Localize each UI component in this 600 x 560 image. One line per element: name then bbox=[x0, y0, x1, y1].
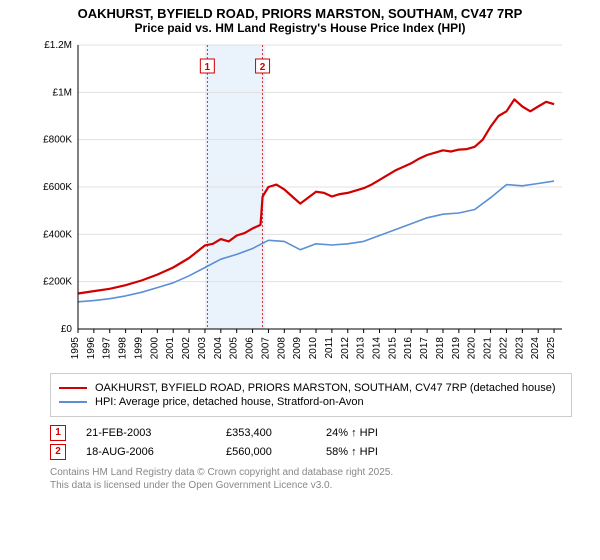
svg-text:2020: 2020 bbox=[467, 337, 478, 360]
legend-item: OAKHURST, BYFIELD ROAD, PRIORS MARSTON, … bbox=[59, 382, 563, 394]
svg-text:2010: 2010 bbox=[308, 337, 319, 360]
transaction-row: 1 21-FEB-2003£353,40024% ↑ HPI bbox=[50, 425, 572, 441]
legend-swatch bbox=[59, 387, 87, 389]
svg-text:£600K: £600K bbox=[43, 182, 72, 193]
svg-text:1999: 1999 bbox=[133, 337, 144, 360]
svg-text:2006: 2006 bbox=[245, 337, 256, 360]
svg-text:2001: 2001 bbox=[165, 337, 176, 360]
svg-text:£1.2M: £1.2M bbox=[44, 40, 72, 51]
legend-label: OAKHURST, BYFIELD ROAD, PRIORS MARSTON, … bbox=[95, 382, 556, 394]
line-chart: £0 £200K £400K £600K £800K £1M £1.2M 1 2 1995 1996… bbox=[30, 39, 570, 369]
svg-text:2007: 2007 bbox=[260, 337, 271, 360]
svg-text:2000: 2000 bbox=[149, 337, 160, 360]
footer-attribution: Contains HM Land Registry data © Crown c… bbox=[50, 466, 572, 492]
transaction-date: 21-FEB-2003 bbox=[86, 427, 226, 439]
chart-container: OAKHURST, BYFIELD ROAD, PRIORS MARSTON, … bbox=[0, 0, 600, 560]
transaction-marker: 1 bbox=[50, 425, 66, 441]
transaction-price: £560,000 bbox=[226, 446, 326, 458]
svg-text:2017: 2017 bbox=[419, 337, 430, 360]
svg-text:£400K: £400K bbox=[43, 229, 72, 240]
svg-text:£0: £0 bbox=[61, 324, 73, 335]
svg-text:2015: 2015 bbox=[387, 337, 398, 360]
transaction-diff: 24% ↑ HPI bbox=[326, 427, 446, 439]
svg-text:1995: 1995 bbox=[70, 337, 81, 360]
svg-text:2022: 2022 bbox=[498, 337, 509, 360]
transaction-row: 2 18-AUG-2006£560,00058% ↑ HPI bbox=[50, 444, 572, 460]
svg-text:£1M: £1M bbox=[53, 87, 72, 98]
svg-text:2025: 2025 bbox=[546, 337, 557, 360]
svg-text:2014: 2014 bbox=[372, 337, 383, 360]
svg-text:2: 2 bbox=[260, 62, 266, 73]
svg-text:2011: 2011 bbox=[324, 337, 335, 359]
footer-line1: Contains HM Land Registry data © Crown c… bbox=[50, 466, 572, 479]
svg-text:2012: 2012 bbox=[340, 337, 351, 360]
chart-title-line2: Price paid vs. HM Land Registry's House … bbox=[0, 21, 600, 39]
chart-title-line1: OAKHURST, BYFIELD ROAD, PRIORS MARSTON, … bbox=[0, 0, 600, 21]
legend-item: HPI: Average price, detached house, Stra… bbox=[59, 396, 563, 408]
svg-text:2004: 2004 bbox=[213, 337, 224, 360]
svg-text:£800K: £800K bbox=[43, 135, 72, 146]
svg-text:2009: 2009 bbox=[292, 337, 303, 360]
svg-text:2003: 2003 bbox=[197, 337, 208, 360]
transaction-marker: 2 bbox=[50, 444, 66, 460]
svg-text:2021: 2021 bbox=[483, 337, 494, 360]
svg-text:2019: 2019 bbox=[451, 337, 462, 360]
svg-text:2018: 2018 bbox=[435, 337, 446, 360]
svg-text:2005: 2005 bbox=[229, 337, 240, 360]
transaction-diff: 58% ↑ HPI bbox=[326, 446, 446, 458]
svg-text:£200K: £200K bbox=[43, 277, 72, 288]
transaction-price: £353,400 bbox=[226, 427, 326, 439]
transaction-date: 18-AUG-2006 bbox=[86, 446, 226, 458]
svg-text:2023: 2023 bbox=[514, 337, 525, 360]
svg-text:1: 1 bbox=[205, 62, 211, 73]
legend: OAKHURST, BYFIELD ROAD, PRIORS MARSTON, … bbox=[50, 373, 572, 417]
legend-swatch bbox=[59, 401, 87, 403]
svg-text:2024: 2024 bbox=[530, 337, 541, 360]
svg-text:2013: 2013 bbox=[356, 337, 367, 360]
svg-text:1996: 1996 bbox=[86, 337, 97, 360]
svg-text:1998: 1998 bbox=[118, 337, 129, 360]
legend-label: HPI: Average price, detached house, Stra… bbox=[95, 396, 364, 408]
svg-text:2008: 2008 bbox=[276, 337, 287, 360]
svg-text:2002: 2002 bbox=[181, 337, 192, 360]
transactions-table: 1 21-FEB-2003£353,40024% ↑ HPI 2 18-AUG-200… bbox=[50, 425, 572, 460]
svg-text:2016: 2016 bbox=[403, 337, 414, 360]
footer-line2: This data is licensed under the Open Gov… bbox=[50, 479, 572, 492]
svg-text:1997: 1997 bbox=[102, 337, 113, 360]
